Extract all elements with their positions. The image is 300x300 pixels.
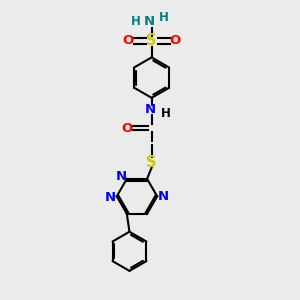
- Text: N: N: [158, 190, 169, 203]
- Text: H: H: [159, 11, 169, 24]
- Text: N: N: [144, 103, 156, 116]
- Text: O: O: [169, 34, 181, 47]
- Text: O: O: [122, 122, 133, 135]
- Text: O: O: [122, 34, 134, 47]
- Text: N: N: [105, 191, 116, 204]
- Text: N: N: [143, 15, 155, 28]
- Text: H: H: [161, 107, 171, 120]
- Text: H: H: [130, 15, 140, 28]
- Text: S: S: [146, 33, 157, 48]
- Text: S: S: [146, 154, 157, 169]
- Text: N: N: [116, 170, 127, 183]
